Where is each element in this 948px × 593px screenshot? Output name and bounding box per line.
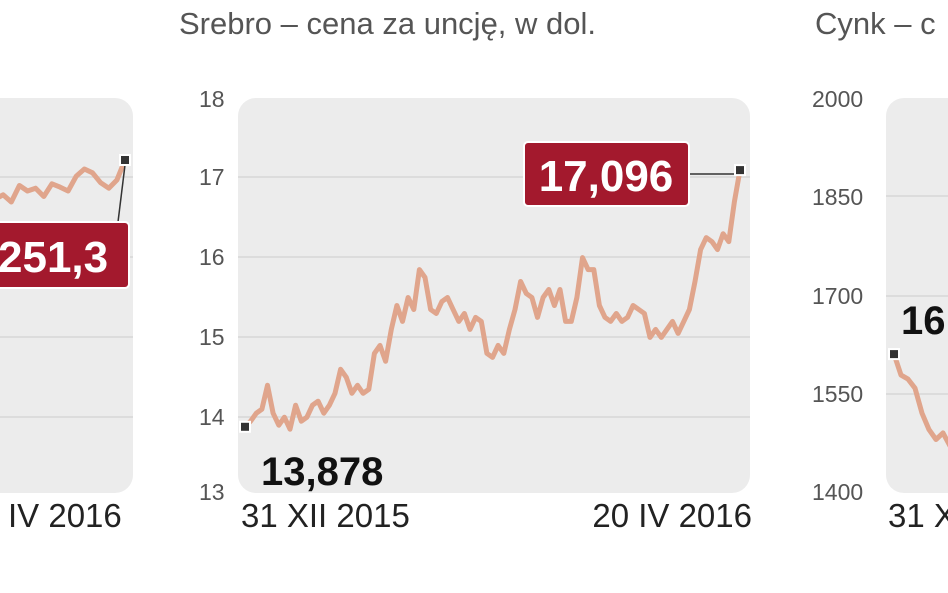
left-callout-leader [117, 164, 126, 223]
silver-y-tick: 16 [199, 244, 225, 270]
zinc-y-tick: 1700 [812, 283, 863, 309]
zinc-chart-title: Cynk – c [815, 6, 936, 41]
left-chart-panel [0, 98, 133, 493]
silver-y-tick: 14 [199, 404, 225, 430]
left-series-line [0, 157, 128, 205]
silver-chart: Srebro – cena za uncję, w dol. 13 14 15 … [179, 6, 752, 534]
silver-last-point-marker [734, 164, 746, 177]
silver-first-point-marker [239, 420, 251, 433]
zinc-y-tick: 2000 [812, 86, 863, 112]
zinc-series-line [891, 351, 948, 448]
silver-chart-title: Srebro – cena za uncję, w dol. [179, 6, 596, 41]
left-last-value-callout [0, 221, 130, 289]
zinc-chart: Cynk – c 1400 1550 1700 1850 2000 16 31 … [812, 6, 948, 534]
silver-y-tick: 18 [199, 86, 225, 112]
zinc-first-point-marker [888, 348, 900, 361]
silver-y-tick: 13 [199, 479, 225, 505]
zinc-x-start-label: 31 X [888, 497, 948, 534]
zinc-y-tick: 1400 [812, 479, 863, 505]
left-last-value-label: 251,3 [0, 233, 108, 282]
silver-first-value-label: 13,878 [261, 450, 383, 494]
silver-x-start-label: 31 XII 2015 [241, 497, 410, 534]
silver-y-tick: 17 [199, 164, 225, 190]
silver-last-value-callout [523, 141, 690, 207]
silver-series-line [242, 167, 743, 432]
zinc-y-tick: 1850 [812, 184, 863, 210]
silver-x-end-label: 20 IV 2016 [592, 497, 752, 534]
zinc-y-tick: 1550 [812, 381, 863, 407]
left-x-end-label: IV 2016 [8, 497, 122, 534]
silver-last-value-label: 17,096 [539, 152, 674, 201]
silver-y-tick: 15 [199, 324, 225, 350]
zinc-first-value-label: 16 [901, 299, 946, 343]
left-last-point-marker [119, 154, 131, 166]
left-chart: 251,3 IV 2016 [0, 98, 133, 534]
